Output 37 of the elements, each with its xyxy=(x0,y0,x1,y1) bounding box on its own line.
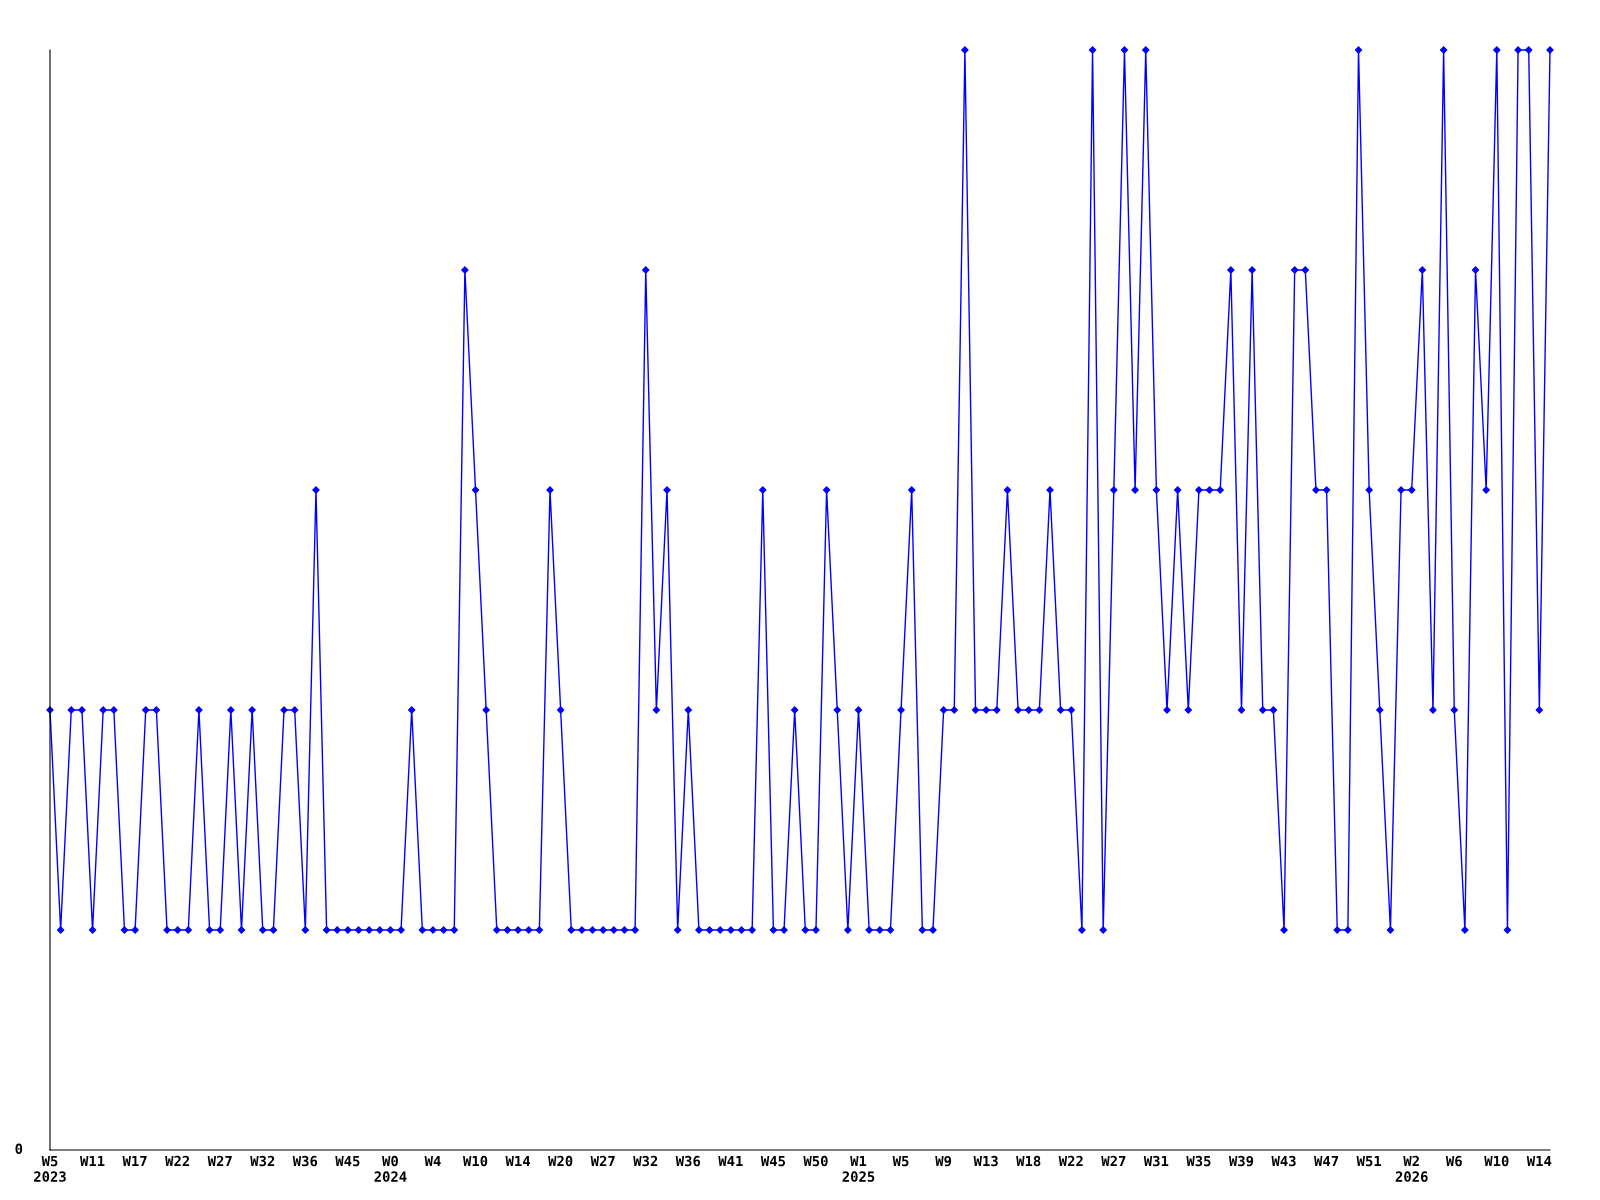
x-tick-label: W2 2026 xyxy=(1395,1155,1428,1182)
x-tick-label: W27 xyxy=(590,1155,615,1167)
text: 0 xyxy=(15,1143,23,1155)
x-tick-label: W27 xyxy=(207,1155,232,1167)
x-tick-label: W14 xyxy=(505,1155,531,1167)
x-tick-label: W5 xyxy=(892,1155,909,1167)
x-tick-label: W4 xyxy=(424,1155,441,1167)
x-tick-label: W22 xyxy=(1058,1155,1083,1167)
x-tick-label: W32 xyxy=(250,1155,275,1167)
x-tick-label: W9 xyxy=(935,1155,952,1167)
x-tick-label: W45 xyxy=(335,1155,360,1167)
x-tick-label: W31 xyxy=(1143,1155,1169,1167)
x-tick-label: W50 xyxy=(803,1155,828,1167)
x-tick-label: W10 xyxy=(1484,1155,1509,1167)
x-tick-label: W47 xyxy=(1314,1155,1339,1167)
x-tick-label: W41 xyxy=(718,1155,743,1167)
x-tick-label: W5 2023 xyxy=(34,1155,66,1182)
x-tick-label: W1 2025 xyxy=(842,1155,875,1182)
x-tick-label: W32 xyxy=(633,1155,658,1167)
x-tick-label: W35 xyxy=(1186,1155,1211,1167)
x-tick-label: W36 xyxy=(675,1155,701,1167)
x-tick-label: W36 xyxy=(292,1155,318,1167)
x-tick-label: W27 xyxy=(1101,1155,1126,1167)
x-tick-label: W11 xyxy=(80,1155,105,1167)
x-tick-label: W39 xyxy=(1228,1155,1254,1167)
x-tick-label: W20 xyxy=(548,1155,573,1167)
x-tick-label: W17 xyxy=(122,1155,147,1167)
x-tick-label: W45 xyxy=(760,1155,786,1167)
x-tick-label: W13 xyxy=(973,1155,998,1167)
x-tick-label: W22 xyxy=(165,1155,190,1167)
x-tick-label: W43 xyxy=(1271,1155,1296,1167)
x-tick-label: W6 xyxy=(1445,1155,1462,1167)
x-tick-label: W14 xyxy=(1526,1155,1552,1167)
x-tick-label: W18 xyxy=(1016,1155,1041,1167)
x-tick-label: W0 2024 xyxy=(374,1155,407,1182)
x-tick-label: W51 xyxy=(1356,1155,1382,1167)
x-tick-label: W10 xyxy=(462,1155,488,1167)
